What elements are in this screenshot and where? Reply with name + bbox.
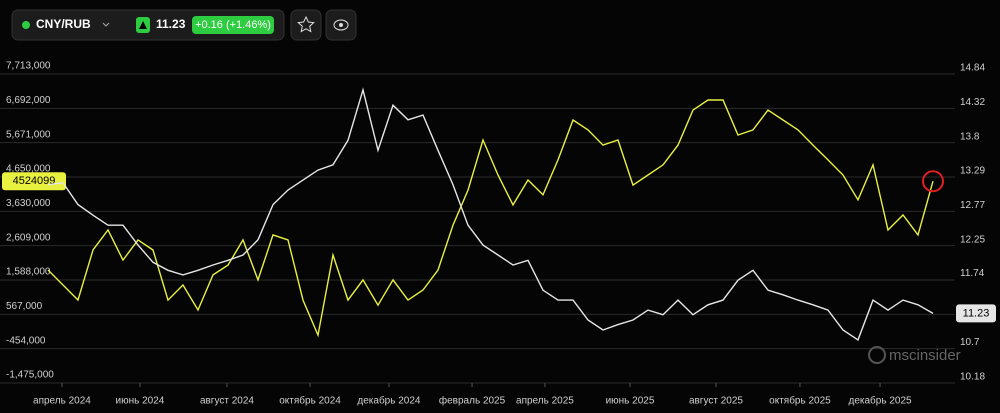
y2-tick-label: 12.25: [960, 234, 985, 245]
logo-icon: [868, 346, 886, 364]
x-tick-label: февраль 2025: [439, 395, 506, 407]
y-tick-label: 4,650,000: [6, 164, 51, 175]
y-tick-label: -1,475,000: [6, 370, 54, 381]
y2-tick-label: 11.74: [960, 268, 985, 279]
y-tick-label: 5,671,000: [6, 129, 51, 140]
x-tick-label: июнь 2025: [606, 396, 655, 407]
favorite-button[interactable]: [290, 9, 322, 41]
y2-tick-label: 13.8: [960, 132, 980, 143]
change: +0.16 (+1.46%): [195, 19, 271, 31]
y-tick-label: 1,588,000: [6, 267, 51, 278]
logo: mscinsider: [889, 347, 961, 364]
y-tick-label: 2,609,000: [6, 232, 51, 243]
series-line: [47, 87, 934, 341]
up-icon: [139, 21, 147, 29]
series-line: [47, 99, 934, 338]
y2-tick-label: 10.18: [960, 372, 985, 383]
last-value-label: 4524099: [13, 175, 56, 187]
x-tick-label: апрель 2024: [33, 396, 91, 407]
y2-tick-label: 10.7: [960, 337, 980, 348]
price: 11.23: [156, 17, 186, 31]
symbol: CNY/RUB: [36, 17, 91, 31]
x-tick-label: апрель 2025: [516, 396, 574, 407]
x-tick-label: декабрь 2025: [849, 395, 913, 407]
status-dot: [22, 21, 30, 29]
last-value-label: 11.23: [963, 307, 990, 319]
x-tick-label: декабрь 2024: [357, 395, 421, 407]
y-tick-label: 567,000: [6, 301, 43, 312]
y2-tick-label: 12.77: [960, 200, 985, 211]
x-tick-label: октябрь 2025: [769, 395, 831, 407]
change-badge: [192, 16, 274, 34]
x-tick-label: июнь 2024: [116, 396, 165, 407]
dropdown-arrow[interactable]: [102, 22, 110, 27]
y2-tick-label: 14.84: [960, 63, 985, 74]
x-tick-label: август 2024: [200, 396, 254, 407]
y-tick-label: 3,630,000: [6, 198, 51, 209]
star-icon: [297, 15, 315, 33]
last-value-badge: [956, 304, 996, 323]
y-tick-label: 7,713,000: [6, 61, 51, 72]
eye-icon: [333, 19, 349, 31]
y2-tick-label: 14.32: [960, 97, 985, 108]
last-value-badge: [2, 172, 66, 191]
y2-tick-label: 13.29: [960, 165, 985, 176]
last-point-highlight: [922, 170, 944, 193]
y-tick-label: 6,692,000: [6, 95, 51, 106]
x-tick-label: октябрь 2024: [279, 395, 341, 407]
eye-pupil: [339, 23, 343, 27]
x-tick-label: август 2025: [689, 396, 743, 407]
y-tick-label: -454,000: [6, 335, 46, 346]
